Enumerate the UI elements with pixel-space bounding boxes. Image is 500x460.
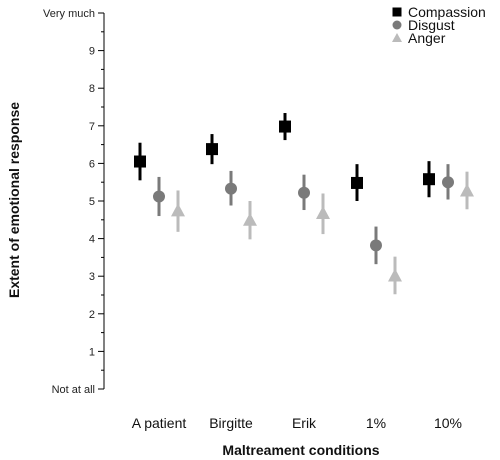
data-point bbox=[134, 155, 146, 168]
x-tick-label: Erik bbox=[292, 415, 317, 431]
data-point bbox=[153, 190, 165, 203]
data-point bbox=[171, 203, 185, 217]
data-point bbox=[442, 176, 454, 189]
legend-symbol bbox=[392, 7, 402, 17]
data-point bbox=[460, 183, 474, 197]
data-point bbox=[298, 186, 310, 199]
x-tick-label: Birgitte bbox=[209, 415, 253, 431]
y-tick-label: Not at all bbox=[52, 384, 95, 396]
x-tick-labels: A patient Birgitte Erik 1% 10% bbox=[132, 415, 462, 431]
legend-symbol bbox=[392, 20, 402, 30]
y-tick-label: Very much bbox=[43, 8, 95, 20]
y-tick-label: 9 bbox=[89, 46, 95, 58]
data-point bbox=[423, 173, 435, 186]
y-tick-label: 2 bbox=[89, 309, 95, 321]
data-point bbox=[225, 182, 237, 195]
x-tick-label: 1% bbox=[366, 415, 386, 431]
data-point bbox=[206, 143, 218, 156]
y-axis bbox=[98, 12, 105, 390]
y-tick-label: 4 bbox=[89, 234, 95, 246]
data-point bbox=[279, 120, 291, 133]
x-tick-label: A patient bbox=[132, 415, 187, 431]
y-axis-title: Extent of emotional response bbox=[6, 102, 22, 298]
data-point bbox=[243, 212, 257, 226]
legend-label: Compassion bbox=[408, 4, 486, 20]
y-tick-label: 7 bbox=[89, 121, 95, 133]
data-point bbox=[351, 176, 363, 189]
data-point bbox=[316, 206, 330, 220]
data-marks bbox=[134, 113, 474, 295]
y-tick-label: 6 bbox=[89, 158, 95, 170]
y-tick-labels: Not at all 1 2 3 4 5 6 7 8 9 Very much bbox=[43, 8, 95, 396]
data-point bbox=[370, 239, 382, 252]
y-tick-label: 3 bbox=[89, 271, 95, 283]
legend-label: Disgust bbox=[408, 17, 455, 33]
data-point bbox=[388, 268, 402, 282]
x-tick-label: 10% bbox=[434, 415, 462, 431]
legend-symbol bbox=[392, 33, 402, 42]
x-axis-title: Maltreament conditions bbox=[222, 442, 379, 458]
y-tick-label: 1 bbox=[89, 346, 95, 358]
y-tick-label: 8 bbox=[89, 83, 95, 95]
legend-label: Anger bbox=[408, 30, 446, 46]
y-tick-label: 5 bbox=[89, 196, 95, 208]
